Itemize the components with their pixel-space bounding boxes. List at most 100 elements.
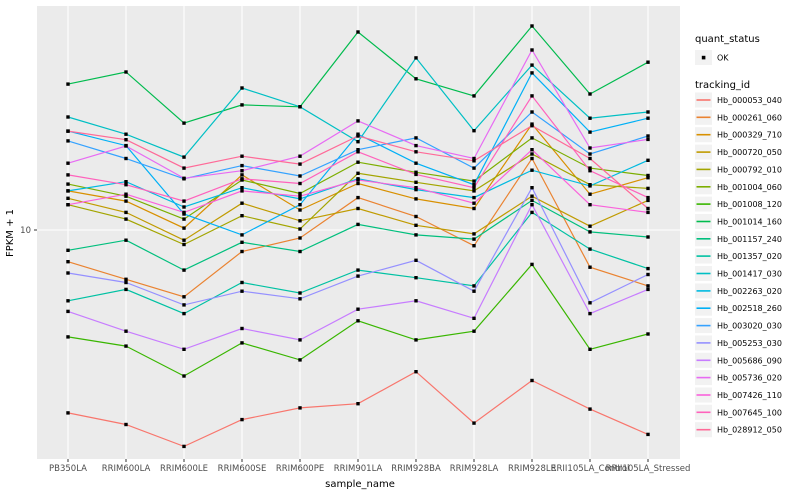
data-point	[646, 284, 650, 288]
data-point	[240, 177, 244, 181]
data-point	[646, 134, 650, 138]
data-point	[472, 129, 476, 133]
legend-item-label: Hb_000261_060	[717, 113, 782, 122]
data-point	[124, 238, 128, 242]
legend-item-Hb_002263_020: Hb_002263_020	[695, 283, 782, 299]
legend-item-label: Hb_000792_010	[717, 165, 782, 174]
data-point	[124, 180, 128, 184]
data-point	[356, 30, 360, 34]
data-point	[646, 332, 650, 336]
data-point	[298, 249, 302, 254]
data-point	[646, 195, 650, 200]
legend-item-Hb_000792_010: Hb_000792_010	[695, 161, 782, 177]
data-point	[124, 138, 128, 142]
data-point	[414, 233, 418, 237]
data-point	[298, 194, 302, 198]
data-point	[66, 248, 70, 252]
data-point	[240, 326, 244, 331]
data-point	[240, 417, 244, 422]
data-point	[356, 119, 360, 123]
data-point	[472, 289, 476, 293]
data-point	[66, 260, 70, 264]
data-point	[472, 284, 476, 288]
data-point	[356, 402, 360, 406]
data-point	[588, 146, 592, 150]
legend-item-Hb_003020_030: Hb_003020_030	[695, 318, 782, 334]
data-point	[646, 210, 650, 215]
data-point	[530, 48, 534, 52]
data-point	[530, 110, 534, 114]
data-point	[472, 329, 476, 333]
legend-item-label: Hb_005253_030	[717, 339, 782, 348]
data-point	[124, 70, 128, 74]
x-axis-tick-labels: PB350LA RRIM600LA RRIM600LE RRIM600SE RRIM60…	[49, 464, 690, 474]
data-point	[66, 173, 70, 177]
data-point	[298, 291, 302, 295]
data-point	[240, 169, 244, 173]
data-point	[414, 186, 418, 190]
data-point	[298, 236, 302, 240]
data-point	[124, 144, 128, 148]
data-point	[66, 309, 70, 314]
legend-item-label: Hb_001157_240	[717, 235, 782, 244]
data-point	[298, 219, 302, 223]
data-point	[66, 129, 70, 133]
legend-item-label: Hb_005686_090	[717, 356, 782, 365]
data-point	[124, 280, 128, 285]
data-point	[240, 341, 244, 345]
data-point	[588, 184, 592, 188]
data-point	[240, 249, 244, 254]
data-point	[530, 152, 534, 156]
data-point	[298, 203, 302, 207]
data-point	[298, 174, 302, 178]
data-point	[530, 378, 534, 383]
data-point	[124, 287, 128, 292]
data-point	[356, 206, 360, 211]
data-point	[414, 214, 418, 219]
data-point	[646, 198, 650, 203]
data-point	[530, 136, 534, 140]
data-point	[124, 199, 128, 203]
y-axis-tick-label: 10	[20, 226, 31, 236]
data-point	[530, 168, 534, 172]
data-point	[298, 154, 302, 158]
data-point	[414, 172, 418, 177]
data-point	[182, 155, 186, 159]
data-point	[356, 148, 360, 152]
x-axis-tick-label: RRIM600LE	[160, 464, 208, 474]
data-point	[472, 195, 476, 200]
data-point	[356, 160, 360, 164]
data-point	[588, 301, 592, 305]
data-point	[356, 178, 360, 182]
data-point	[124, 210, 128, 215]
x-axis-tick-label: RRII105LA_Stressed	[606, 464, 691, 474]
data-point	[298, 191, 302, 196]
data-point	[414, 143, 418, 148]
data-point	[66, 299, 70, 303]
legend-item-label: Hb_000720_050	[717, 148, 782, 157]
legend-item-Hb_000720_050: Hb_000720_050	[695, 144, 782, 160]
data-point	[414, 56, 418, 60]
data-point	[356, 195, 360, 200]
data-point	[124, 194, 128, 198]
data-point	[182, 311, 186, 316]
data-point	[414, 161, 418, 165]
x-axis-tick-label: RRIM600LA	[102, 464, 151, 474]
data-point	[646, 206, 650, 211]
x-axis-title: sample_name	[325, 479, 395, 490]
data-point	[588, 156, 592, 161]
data-point	[298, 227, 302, 231]
data-point	[356, 140, 360, 144]
legend-item-Hb_001014_160: Hb_001014_160	[695, 214, 782, 229]
data-point	[646, 110, 650, 114]
data-point	[646, 272, 650, 277]
data-point	[414, 276, 418, 280]
data-point	[530, 24, 534, 28]
legend-item-label: Hb_028912_050	[717, 426, 782, 435]
data-point	[414, 77, 418, 81]
data-point	[530, 210, 534, 215]
data-point	[182, 166, 186, 170]
data-point	[588, 224, 592, 228]
legend-item-label: Hb_001357_020	[717, 252, 782, 261]
data-point	[530, 156, 534, 161]
